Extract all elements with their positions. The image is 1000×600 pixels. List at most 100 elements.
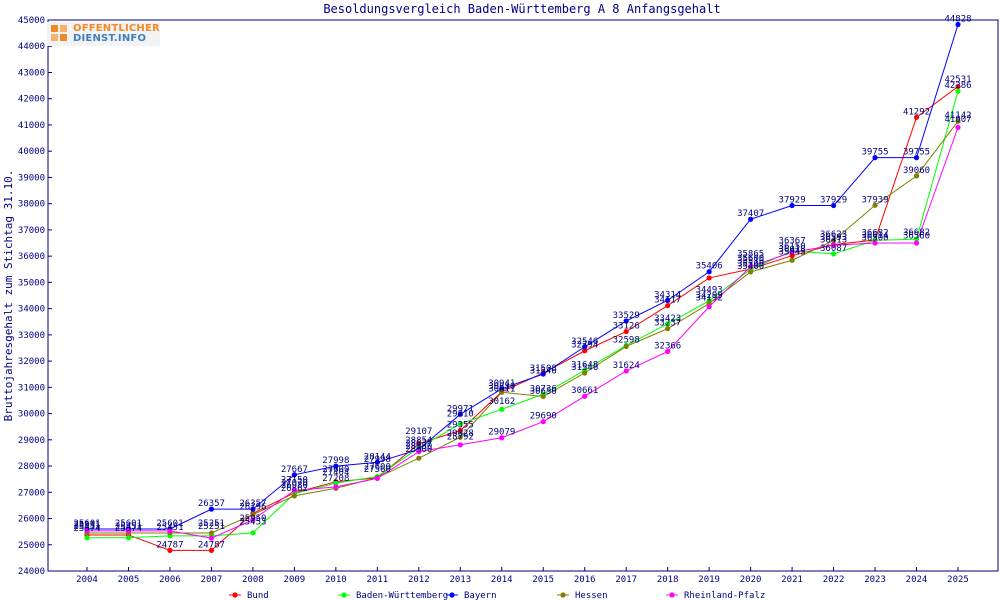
data-point-baden-w-rttemberg <box>830 251 837 257</box>
data-point-hessen <box>540 393 546 400</box>
data-point-hessen <box>665 326 671 332</box>
data-label: 30941 <box>488 379 515 389</box>
x-tick-label: 2012 <box>408 575 430 585</box>
data-label: 34192 <box>696 294 723 304</box>
data-label: 36500 <box>862 234 889 244</box>
legend-marker <box>341 592 347 598</box>
data-label: 25453 <box>239 518 266 528</box>
data-point-rheinland-pfalz <box>623 368 629 374</box>
data-label: 28637 <box>405 439 432 449</box>
data-label: 34117 <box>654 296 681 306</box>
data-point-bayern <box>665 297 671 303</box>
data-label: 26980 <box>281 481 308 491</box>
data-point-rheinland-pfalz <box>748 264 754 270</box>
data-label: 27070 <box>281 478 308 488</box>
data-label: 29971 <box>447 404 474 414</box>
data-point-bayern <box>250 506 256 512</box>
data-point-rheinland-pfalz <box>167 528 173 534</box>
legend-label: Hessen <box>575 591 608 600</box>
data-point-baden-w-rttemberg <box>333 480 339 486</box>
y-tick-label: 38000 <box>18 200 45 210</box>
data-label: 25601 <box>156 519 183 529</box>
data-label: 36560 <box>903 231 930 241</box>
x-tick-label: 2015 <box>532 575 554 585</box>
data-label: 31624 <box>613 361 640 371</box>
data-label: 35510 <box>737 257 764 267</box>
data-label: 36367 <box>779 237 806 247</box>
y-tick-label: 31000 <box>18 383 45 393</box>
data-point-bund <box>167 547 173 553</box>
data-point-rheinland-pfalz <box>84 528 90 534</box>
x-tick-label: 2006 <box>159 575 181 585</box>
data-label: 34299 <box>696 291 723 301</box>
data-point-hessen <box>872 202 878 208</box>
data-label: 32546 <box>571 337 598 347</box>
legend-marker <box>669 592 675 598</box>
data-point-rheinland-pfalz <box>665 348 671 355</box>
data-point-bayern <box>540 371 546 377</box>
data-label: 29355 <box>447 420 474 430</box>
y-tick-label: 25000 <box>18 541 45 551</box>
legend-label: Baden-Württemberg <box>356 591 448 600</box>
data-point-hessen <box>499 389 505 395</box>
data-label: 33529 <box>613 311 640 321</box>
data-point-rheinland-pfalz <box>208 535 215 541</box>
plot-frame <box>47 19 999 572</box>
data-label: 36682 <box>862 228 889 238</box>
data-point-rheinland-pfalz <box>582 393 588 399</box>
legend-marker <box>449 592 455 598</box>
data-point-bayern <box>623 318 629 324</box>
data-point-bund <box>623 328 629 335</box>
data-point-bund <box>208 547 215 553</box>
data-point-hessen <box>208 530 215 536</box>
data-point-hessen <box>830 237 837 244</box>
y-tick-label: 41000 <box>18 121 45 131</box>
data-point-rheinland-pfalz <box>416 449 422 455</box>
data-label: 25374 <box>115 524 142 534</box>
data-point-bayern <box>955 21 961 28</box>
data-point-hessen <box>955 118 961 124</box>
y-tick-label: 28000 <box>18 462 45 472</box>
x-tick-label: 2013 <box>449 575 471 585</box>
data-point-baden-w-rttemberg <box>499 406 505 412</box>
data-label: 36018 <box>779 245 806 255</box>
data-point-bayern <box>374 459 380 465</box>
data-label: 25950 <box>239 514 266 524</box>
data-label: 26862 <box>281 484 308 494</box>
x-tick-label: 2014 <box>491 575 513 585</box>
data-label: 25451 <box>115 522 142 532</box>
data-label: 30661 <box>571 386 598 396</box>
data-label: 31508 <box>530 364 557 374</box>
y-tick-label: 44000 <box>18 42 45 52</box>
data-label: 27208 <box>322 474 349 484</box>
y-tick-label: 27000 <box>18 488 45 498</box>
data-label: 25251 <box>198 522 225 532</box>
series-line-rheinland-pfalz <box>87 127 959 539</box>
data-label: 25451 <box>156 523 183 533</box>
series-line-baden-w-rttemberg <box>87 91 959 539</box>
legend-label: Bayern <box>464 591 497 600</box>
data-label: 31546 <box>571 363 598 373</box>
data-point-rheinland-pfalz <box>830 242 837 248</box>
site-logo[interactable]: OFFENTLICHER DIENST.INFO <box>47 22 160 46</box>
data-point-baden-w-rttemberg <box>457 421 463 427</box>
data-label: 25374 <box>73 524 100 534</box>
data-point-hessen <box>913 173 920 179</box>
data-label: 27998 <box>322 456 349 466</box>
y-tick-label: 37000 <box>18 226 45 236</box>
data-label: 32598 <box>613 335 640 345</box>
data-point-bund <box>913 114 920 120</box>
data-point-bayern <box>208 506 215 512</box>
x-tick-label: 2023 <box>864 575 886 585</box>
data-label: 29028 <box>447 429 474 439</box>
data-point-rheinland-pfalz <box>457 442 463 448</box>
data-label: 37407 <box>737 209 764 219</box>
data-label: 39060 <box>903 166 930 176</box>
data-point-bayern <box>457 411 463 417</box>
data-label: 41142 <box>944 111 971 121</box>
data-label: 27404 <box>322 468 349 478</box>
data-label: 30811 <box>488 385 515 395</box>
data-label: 36087 <box>820 244 847 254</box>
data-point-bayern <box>291 472 297 478</box>
data-label: 36413 <box>820 235 847 245</box>
